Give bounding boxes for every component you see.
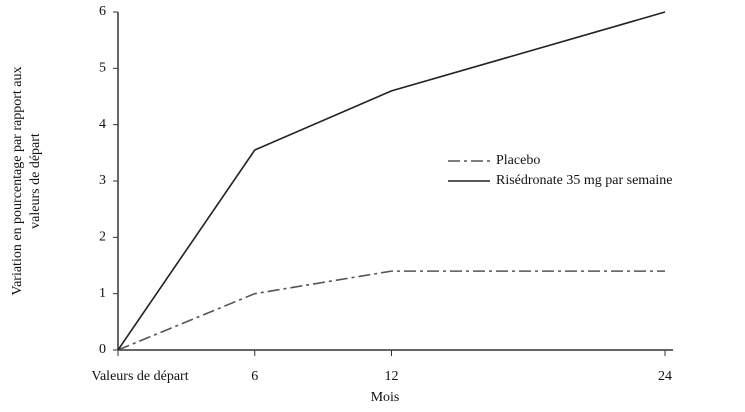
y-axis-label-line: Variation en pourcentage par rapport aux	[10, 67, 25, 296]
x-tick-label: 24	[658, 369, 672, 384]
y-axis-label-line: valeurs de départ	[28, 133, 43, 229]
legend-label: Risédronate 35 mg par semaine	[496, 173, 673, 188]
y-axis-label: Variation en pourcentage par rapport aux…	[10, 67, 43, 296]
x-tick-label: 6	[251, 369, 258, 384]
y-tick-label: 2	[99, 230, 106, 245]
y-tick-label: 6	[99, 4, 106, 19]
y-tick-label: 4	[99, 117, 106, 132]
y-tick-label: 5	[99, 61, 106, 76]
y-tick-label: 1	[99, 286, 106, 301]
legend-label: Placebo	[496, 153, 540, 168]
x-axis-label: Mois	[371, 390, 400, 405]
x-tick-label: Valeurs de départ	[91, 369, 188, 384]
y-tick-label: 3	[99, 173, 106, 188]
series-line	[117, 270, 665, 351]
series-line	[117, 11, 666, 351]
x-tick-label: 12	[385, 369, 399, 384]
y-tick-label: 0	[99, 342, 106, 357]
